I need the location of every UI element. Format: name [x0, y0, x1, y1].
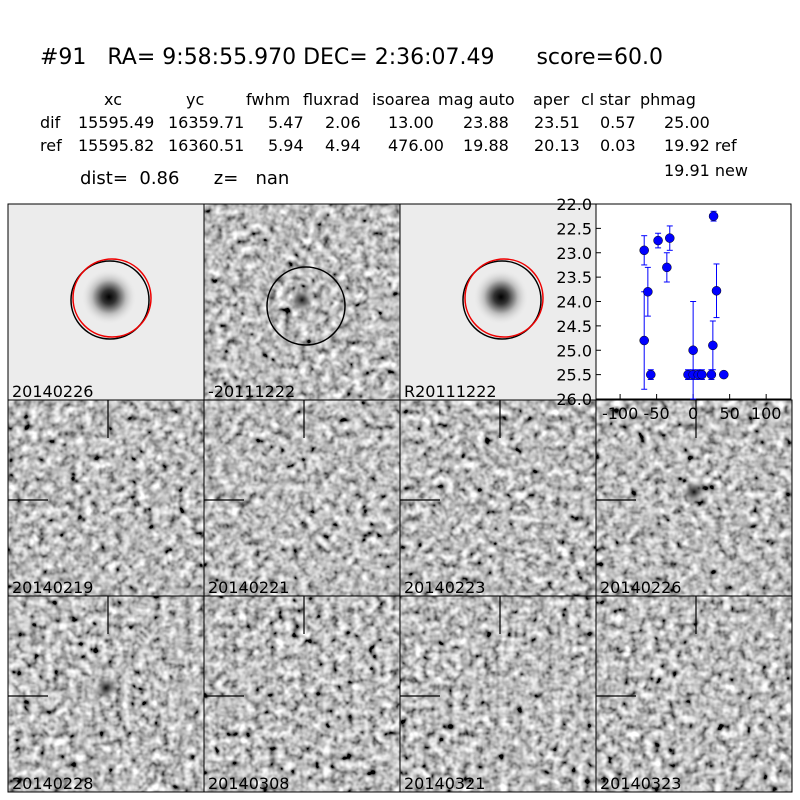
point	[639, 335, 649, 346]
point	[639, 245, 649, 256]
cutout	[204, 400, 400, 596]
x-tick-label: -100	[602, 404, 638, 423]
aperture-ref	[464, 258, 544, 338]
y-tick-label: 25.5	[556, 366, 592, 385]
cutout	[400, 596, 596, 792]
table-cell: 0.03	[600, 136, 636, 155]
point	[719, 369, 729, 380]
table-cell: 0.57	[600, 113, 636, 132]
point	[665, 233, 675, 243]
column-header: xc	[104, 90, 122, 109]
source	[682, 480, 706, 504]
table-cell: 16359.71	[168, 113, 244, 132]
table-cell: 23.51	[534, 113, 580, 132]
table-cell: 5.47	[268, 113, 304, 132]
cutout	[204, 596, 400, 792]
y-tick-label: 23.5	[556, 268, 592, 287]
panel-label: 20140219	[12, 578, 93, 597]
aperture	[462, 260, 542, 340]
table-cell: 20.13	[534, 136, 580, 155]
panel-label: 20140226	[600, 578, 681, 597]
point	[697, 369, 707, 380]
x-tick-label: -50	[644, 404, 670, 423]
y-tick-label: 26.0	[556, 390, 592, 409]
x-tick-label: 50	[719, 404, 739, 423]
table-cell: 23.88	[463, 113, 509, 132]
row-label: ref	[40, 136, 62, 155]
panel-label: 20140308	[208, 774, 289, 793]
point	[708, 211, 719, 221]
panel-label: 20140221	[208, 578, 289, 597]
source	[473, 269, 529, 325]
table-cell: 15595.49	[78, 113, 154, 132]
table-cell: 19.88	[463, 136, 509, 155]
table-cell: 2.06	[325, 113, 361, 132]
column-header: phmag	[640, 90, 696, 109]
column-header: fwhm	[246, 90, 290, 109]
panel-frame	[595, 595, 793, 793]
y-tick-label: 22.0	[556, 195, 592, 214]
point	[711, 286, 722, 296]
table-cell: 25.00	[664, 113, 710, 132]
column-header: fluxrad	[303, 90, 359, 109]
cutout	[400, 400, 596, 596]
panel-label: 20140226	[12, 382, 93, 401]
row-label: dif	[40, 113, 61, 132]
source	[81, 269, 137, 325]
panel-label: R20111222	[404, 382, 497, 401]
table-cell: 5.94	[268, 136, 304, 155]
column-header: cl star	[581, 90, 631, 109]
panel-label: 20140323	[600, 774, 681, 793]
y-tick-label: 25.0	[556, 341, 592, 360]
column-header: isoarea	[372, 90, 430, 109]
cutout	[8, 400, 204, 596]
point	[688, 345, 698, 355]
panel-label: 20140228	[12, 774, 93, 793]
table-cell: 19.91 new	[664, 161, 748, 180]
table-cell: 16360.51	[168, 136, 244, 155]
title: #91 RA= 9:58:55.970 DEC= 2:36:07.49 scor…	[40, 45, 663, 70]
table-cell: 13.00	[388, 113, 434, 132]
aperture	[70, 260, 150, 340]
panel-label: 20140321	[404, 774, 485, 793]
source	[94, 676, 118, 700]
y-tick-label: 23.0	[556, 244, 592, 263]
point	[706, 369, 717, 380]
panel-label: 20140223	[404, 578, 485, 597]
point	[662, 262, 672, 273]
table-cell: 19.92 ref	[664, 136, 737, 155]
x-tick-label: 0	[688, 404, 698, 423]
source	[290, 288, 314, 312]
table-cell: 15595.82	[78, 136, 154, 155]
point	[646, 369, 656, 380]
point	[653, 235, 663, 246]
dist-line: dist= 0.86 z= nan	[80, 168, 289, 189]
point	[643, 287, 653, 297]
y-tick-label: 24.0	[556, 293, 592, 312]
point	[708, 340, 718, 351]
aperture-ref	[72, 258, 152, 338]
cutout	[596, 596, 792, 792]
aperture	[266, 266, 346, 346]
x-tick-label: 100	[751, 404, 782, 423]
table-cell: 4.94	[325, 136, 361, 155]
column-header: mag auto	[438, 90, 515, 109]
panel-label: -20111222	[208, 382, 295, 401]
table-cell: 476.00	[388, 136, 444, 155]
y-tick-label: 22.5	[556, 219, 592, 238]
column-header: aper	[533, 90, 570, 109]
y-tick-label: 24.5	[556, 317, 592, 336]
column-header: yc	[186, 90, 204, 109]
